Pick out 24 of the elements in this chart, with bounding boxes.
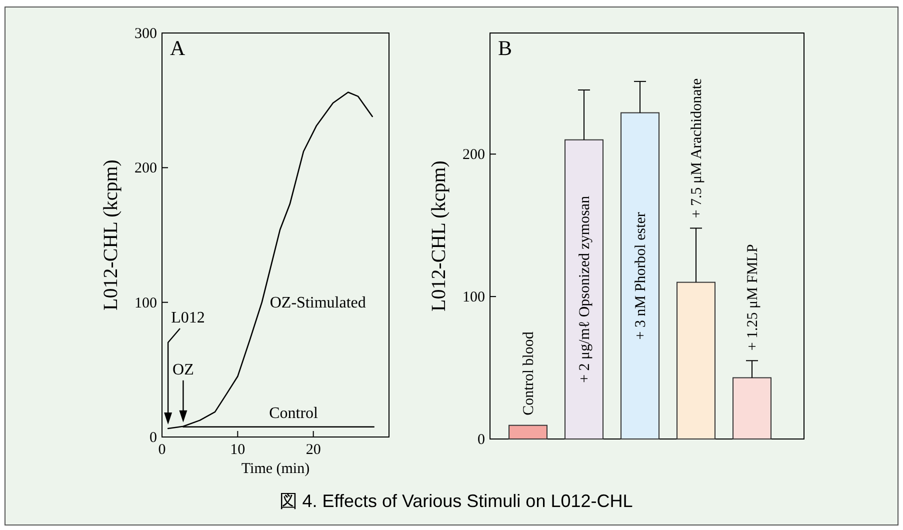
y-tick-label: 200: [134, 160, 157, 177]
caption: 図 4. Effects of Various Stimuli on L012-CHL: [279, 491, 633, 511]
series-label: OZ-Stimulated: [270, 294, 366, 312]
y-axis-title: L012-CHL (kcpm): [428, 160, 450, 312]
x-tick-label: Control blood: [521, 331, 537, 416]
y-tick-label: 100: [462, 290, 485, 306]
y-tick-label: 0: [478, 432, 485, 448]
annotation: OZ: [172, 361, 194, 378]
chart-title: B: [498, 36, 512, 60]
x-tick-label: 20: [306, 442, 321, 458]
x-tick-label: + 1.25 μM FMLP: [745, 244, 761, 351]
y-tick-label: 300: [134, 26, 157, 42]
y-tick-label: 0: [150, 430, 157, 446]
annotation: L012: [171, 310, 205, 327]
y-tick-label: 100: [134, 295, 157, 312]
series-label: Control: [269, 404, 319, 422]
y-axis-title: L012-CHL (kcpm): [100, 160, 122, 310]
x-axis-title: Time (min): [241, 461, 310, 477]
x-tick-label: 10: [230, 442, 246, 458]
chart-title: A: [170, 36, 186, 60]
y-tick-label: 200: [462, 147, 485, 164]
x-tick-label: + 7.5 μM Arachidonate: [689, 78, 705, 218]
x-tick-label: + 2 μg/mℓ Opsonized zymosan: [577, 195, 593, 383]
x-tick-label: + 3 nM Phorbol ester: [633, 212, 649, 340]
